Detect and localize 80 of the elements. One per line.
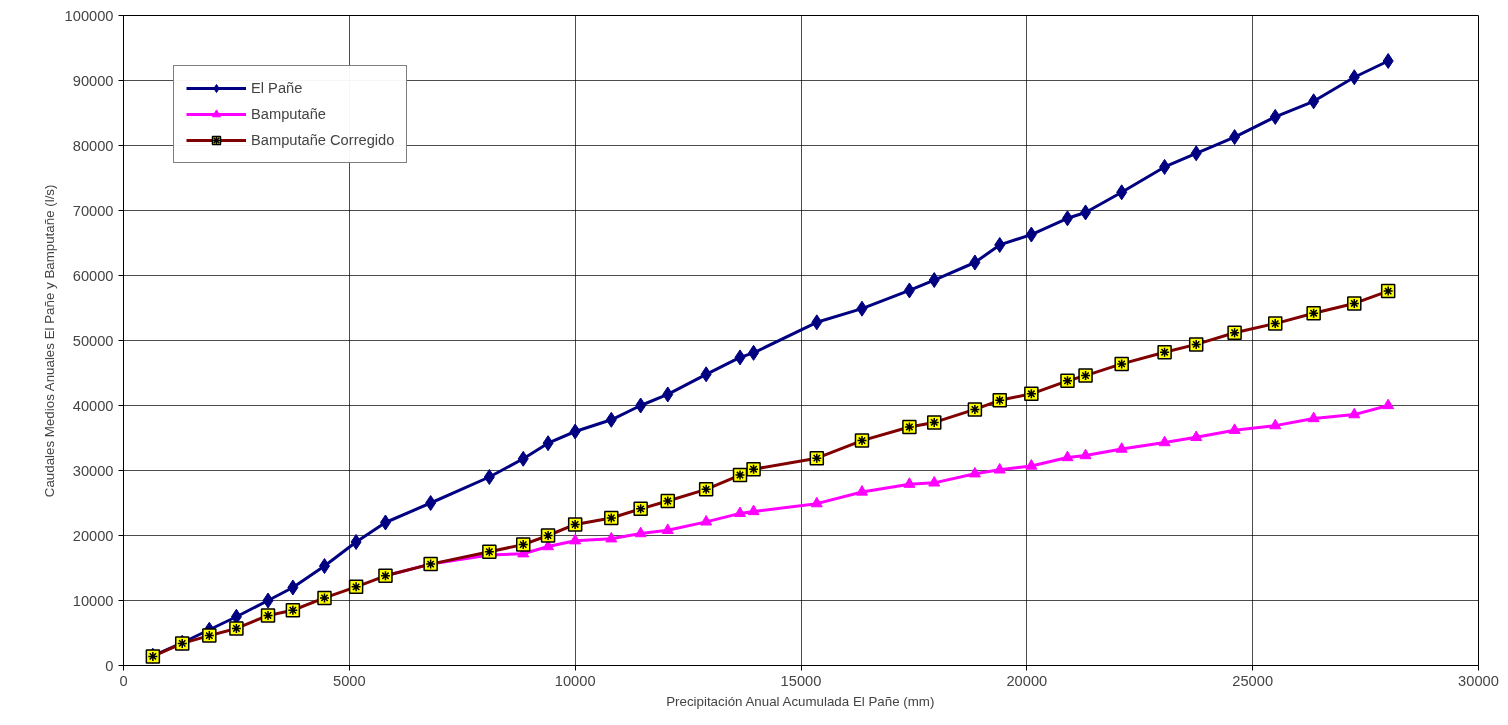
point xyxy=(569,423,581,440)
point xyxy=(1115,442,1128,453)
x-tick-label: 10000 xyxy=(554,672,596,689)
point xyxy=(1382,398,1395,410)
point xyxy=(810,496,823,508)
point xyxy=(1025,459,1038,470)
x-tick-label: 5000 xyxy=(333,672,366,689)
point xyxy=(968,466,981,478)
point xyxy=(1348,69,1360,86)
point xyxy=(318,558,330,575)
point xyxy=(700,366,712,383)
x-tick-label: 25000 xyxy=(1232,672,1274,689)
x-tick-label: 20000 xyxy=(1006,672,1048,689)
point xyxy=(734,506,747,518)
legend-label: El Pañe xyxy=(251,80,303,96)
point xyxy=(1307,411,1320,423)
legend-label: Bamputañe xyxy=(251,106,326,122)
point xyxy=(1025,226,1037,243)
legend-label: Bamputañe Corregido xyxy=(251,132,395,148)
point xyxy=(1190,430,1203,442)
point xyxy=(1079,448,1092,460)
point xyxy=(662,386,674,403)
point xyxy=(483,469,495,485)
point xyxy=(569,533,582,545)
point xyxy=(903,477,916,488)
point xyxy=(350,534,362,550)
point xyxy=(379,514,391,531)
point xyxy=(1308,93,1320,110)
y-tick-label: 80000 xyxy=(72,137,114,154)
y-tick-label: 20000 xyxy=(72,527,114,544)
point xyxy=(1190,145,1202,162)
point xyxy=(542,435,554,452)
point xyxy=(262,592,274,609)
point xyxy=(903,282,915,299)
y-tick-label: 60000 xyxy=(72,267,114,284)
x-tick-label: 15000 xyxy=(780,672,822,689)
point xyxy=(928,272,940,289)
point xyxy=(1061,450,1074,462)
y-tick-label: 0 xyxy=(105,657,114,674)
y-axis-title: Caudales Medios Anuales El Pañe y Bamputañe (l/s) xyxy=(41,184,57,498)
x-tick-label: 0 xyxy=(119,672,128,689)
x-tick-label: 30000 xyxy=(1458,672,1499,689)
point xyxy=(811,314,823,331)
point xyxy=(605,411,617,428)
point xyxy=(994,236,1006,253)
point xyxy=(1116,184,1128,201)
point xyxy=(1158,435,1171,447)
point xyxy=(734,349,746,366)
point xyxy=(969,254,981,271)
point xyxy=(1269,108,1281,125)
x-axis-title: Precipitación Anual Acumulada El Pañe (mm) xyxy=(666,693,935,709)
point xyxy=(993,463,1006,474)
point xyxy=(855,485,868,496)
point xyxy=(1269,418,1282,430)
point xyxy=(287,579,299,596)
point xyxy=(517,450,529,467)
point xyxy=(856,300,868,317)
point xyxy=(700,515,713,526)
y-tick-label: 10000 xyxy=(72,592,114,609)
y-tick-label: 90000 xyxy=(72,72,114,89)
point xyxy=(661,523,674,534)
point xyxy=(1080,204,1092,221)
y-tick-label: 40000 xyxy=(72,397,114,414)
point xyxy=(928,476,941,487)
point xyxy=(1228,423,1241,434)
point xyxy=(605,531,618,543)
point xyxy=(425,495,437,511)
point xyxy=(747,504,760,516)
y-tick-label: 50000 xyxy=(72,332,114,349)
point xyxy=(635,397,647,414)
y-tick-label: 70000 xyxy=(72,202,114,219)
point xyxy=(748,344,760,361)
point xyxy=(1229,129,1241,146)
point xyxy=(1348,407,1361,419)
point xyxy=(1159,158,1171,175)
point xyxy=(634,526,647,538)
point xyxy=(1382,53,1394,69)
y-tick-label: 100000 xyxy=(64,7,114,24)
point xyxy=(1061,210,1073,227)
y-tick-label: 30000 xyxy=(72,462,114,479)
